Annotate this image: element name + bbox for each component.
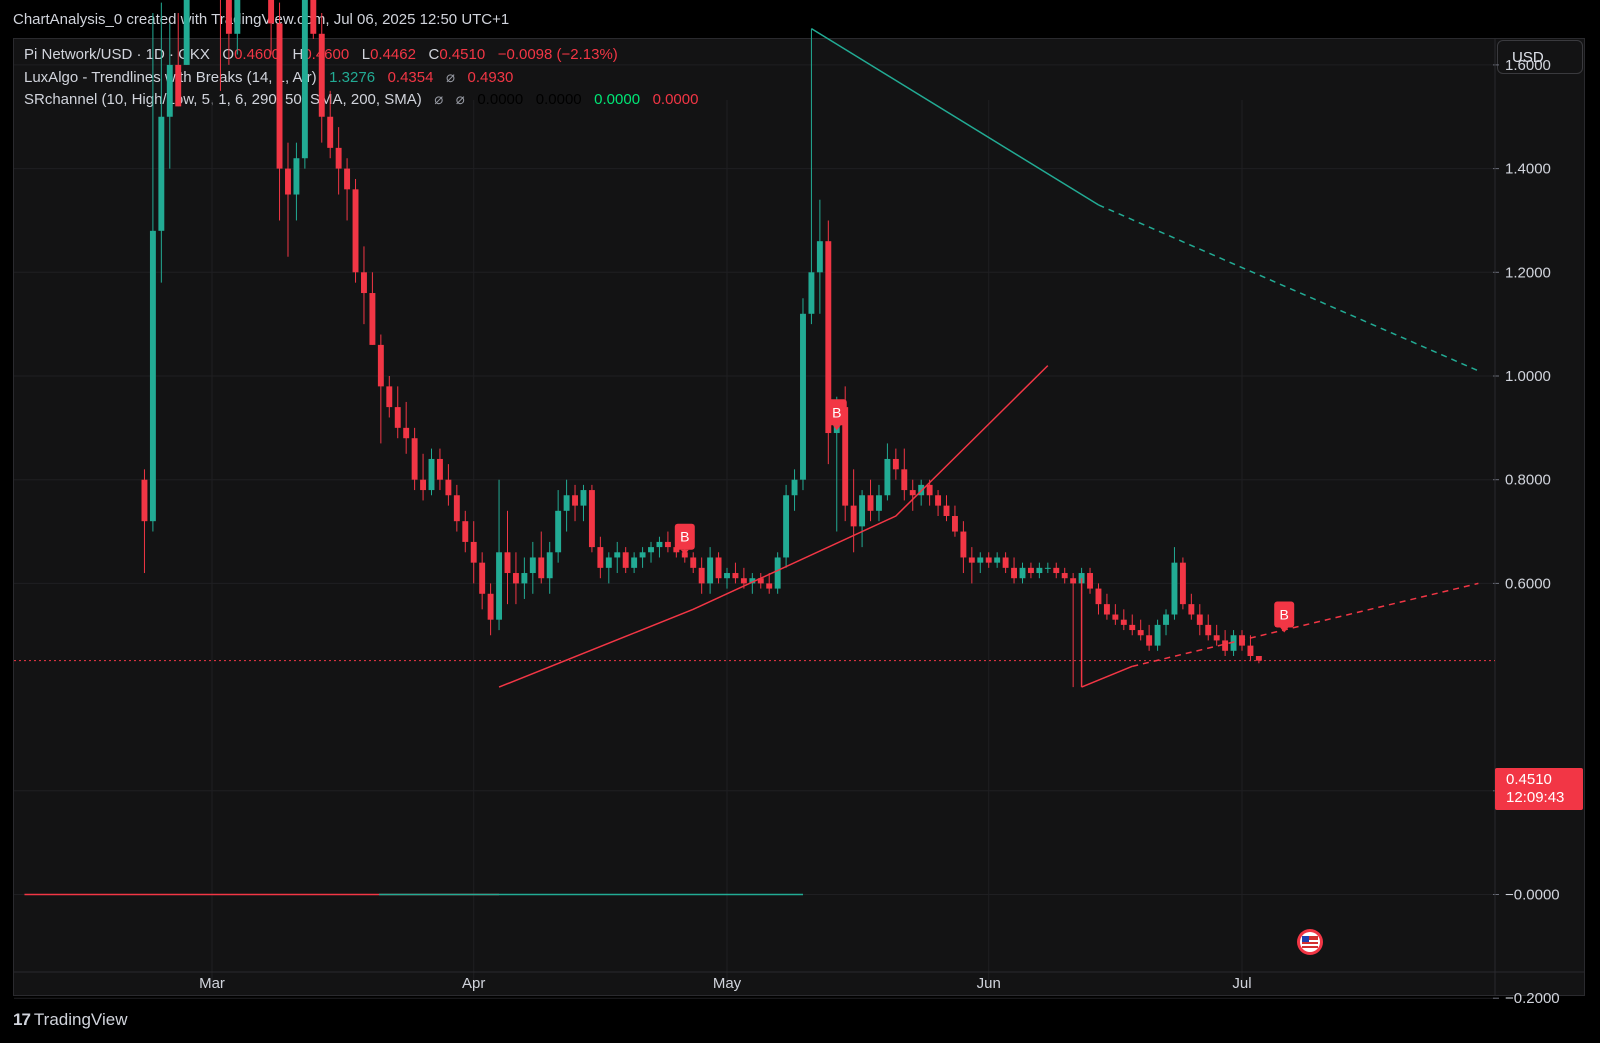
legend-indicator-srchannel[interactable]: SRchannel (10, High/Low, 5, 1, 6, 290, 5… <box>24 90 698 108</box>
close-label: C <box>428 46 440 63</box>
indicator-srchannel-value-3: 0.0000 <box>594 91 641 108</box>
low-value: 0.4462 <box>370 46 416 63</box>
indicator-srchannel-value-4: 0.0000 <box>652 91 699 108</box>
high-label: H <box>292 46 304 63</box>
open-value: 0.4600 <box>234 46 280 63</box>
tradingview-brand[interactable]: 17 TradingView <box>13 1010 127 1030</box>
attribution-header: ChartAnalysis_0 created with TradingView… <box>0 0 1600 38</box>
indicator-srchannel-value-1: 0.0000 <box>477 91 524 108</box>
last-price-tag: 0.4510 12:09:43 <box>1495 768 1583 810</box>
bar-countdown: 12:09:43 <box>1506 789 1565 806</box>
close-value: 0.4510 <box>439 46 486 63</box>
na-icon: ⌀ <box>445 69 455 86</box>
legend-indicator-luxalgo[interactable]: LuxAlgo - Trendlines with Breaks (14, 1,… <box>24 68 513 86</box>
indicator-srchannel-name[interactable]: SRchannel (10, High/Low, 5, 1, 6, 290, 5… <box>24 91 422 108</box>
low-label: L <box>361 46 371 63</box>
currency-button[interactable]: USD <box>1497 40 1583 74</box>
last-price-value: 0.4510 <box>1506 771 1552 788</box>
indicator-luxalgo-name[interactable]: LuxAlgo - Trendlines with Breaks (14, 1,… <box>24 69 317 86</box>
tradingview-logo-icon: 17 <box>13 1010 31 1029</box>
chart-panel[interactable] <box>13 38 1585 996</box>
high-value: 0.4600 <box>303 46 350 63</box>
indicator-luxalgo-value-1: 1.3276 <box>329 69 376 86</box>
symbol-title[interactable]: Pi Network/USD · 1D · OKX <box>24 46 210 63</box>
indicator-luxalgo-value-3: 0.4930 <box>467 69 514 86</box>
attribution-text: ChartAnalysis_0 created with TradingView… <box>13 11 510 28</box>
change-value: −0.0098 (−2.13%) <box>497 46 618 63</box>
indicator-srchannel-value-2: 0.0000 <box>535 91 582 108</box>
indicator-luxalgo-value-2: 0.4354 <box>387 69 434 86</box>
brand-name: TradingView <box>33 1010 128 1029</box>
na-icon: ⌀ <box>434 91 444 108</box>
open-label: O <box>222 46 235 63</box>
na-icon: ⌀ <box>455 91 465 108</box>
legend-main-series[interactable]: Pi Network/USD · 1D · OKX O0.4600 H0.460… <box>24 46 618 63</box>
